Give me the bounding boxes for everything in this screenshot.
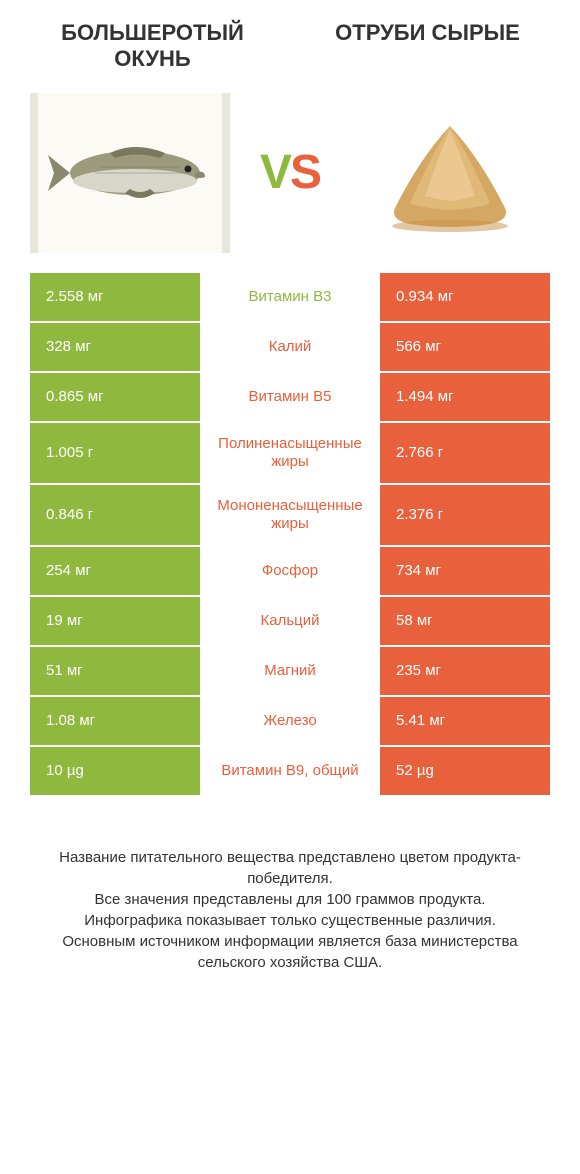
footer-line-3: Инфографика показывает только существенн… (30, 910, 550, 931)
table-row: 328 мгКалий566 мг (30, 323, 550, 371)
table-row: 1.08 мгЖелезо5.41 мг (30, 697, 550, 745)
table-row: 51 мгМагний235 мг (30, 647, 550, 695)
nutrient-name: Кальций (200, 597, 380, 645)
footer: Название питательного вещества представл… (0, 797, 580, 993)
left-product-title: Большеротый окунь (40, 20, 265, 73)
left-value: 10 µg (30, 747, 200, 795)
left-value: 51 мг (30, 647, 200, 695)
left-value: 2.558 мг (30, 273, 200, 321)
right-value: 52 µg (380, 747, 550, 795)
right-value: 2.376 г (380, 485, 550, 545)
left-value: 0.865 мг (30, 373, 200, 421)
vs-label: VS (260, 145, 320, 200)
nutrient-name: Калий (200, 323, 380, 371)
right-product-image (350, 93, 550, 253)
left-value: 0.846 г (30, 485, 200, 545)
left-value: 328 мг (30, 323, 200, 371)
fish-icon (40, 133, 220, 213)
images-row: VS (0, 83, 580, 273)
left-product-image (30, 93, 230, 253)
table-row: 2.558 мгВитамин B30.934 мг (30, 273, 550, 321)
left-value: 1.08 мг (30, 697, 200, 745)
nutrient-name: Фосфор (200, 547, 380, 595)
right-value: 2.766 г (380, 423, 550, 483)
bran-pile-icon (370, 108, 530, 238)
vs-v: V (260, 146, 290, 199)
vs-s: S (290, 146, 320, 199)
left-value: 1.005 г (30, 423, 200, 483)
footer-line-4: Основным источником информации является … (30, 931, 550, 973)
table-row: 1.005 гПолиненасыщенные жиры2.766 г (30, 423, 550, 483)
footer-line-2: Все значения представлены для 100 граммо… (30, 889, 550, 910)
left-value: 254 мг (30, 547, 200, 595)
right-product-title: Отруби сырые (315, 20, 540, 73)
right-value: 5.41 мг (380, 697, 550, 745)
nutrient-table: 2.558 мгВитамин B30.934 мг328 мгКалий566… (0, 273, 580, 795)
table-row: 19 мгКальций58 мг (30, 597, 550, 645)
table-row: 254 мгФосфор734 мг (30, 547, 550, 595)
right-value: 0.934 мг (380, 273, 550, 321)
right-value: 734 мг (380, 547, 550, 595)
nutrient-name: Полиненасыщенные жиры (200, 423, 380, 483)
right-value: 58 мг (380, 597, 550, 645)
left-value: 19 мг (30, 597, 200, 645)
nutrient-name: Мононенасыщенные жиры (200, 485, 380, 545)
right-value: 235 мг (380, 647, 550, 695)
nutrient-name: Магний (200, 647, 380, 695)
right-value: 1.494 мг (380, 373, 550, 421)
table-row: 0.865 мгВитамин B51.494 мг (30, 373, 550, 421)
table-row: 10 µgВитамин B9, общий52 µg (30, 747, 550, 795)
table-row: 0.846 гМононенасыщенные жиры2.376 г (30, 485, 550, 545)
nutrient-name: Железо (200, 697, 380, 745)
footer-line-1: Название питательного вещества представл… (30, 847, 550, 889)
nutrient-name: Витамин B3 (200, 273, 380, 321)
nutrient-name: Витамин B9, общий (200, 747, 380, 795)
nutrient-name: Витамин B5 (200, 373, 380, 421)
right-value: 566 мг (380, 323, 550, 371)
header: Большеротый окунь Отруби сырые (0, 0, 580, 83)
